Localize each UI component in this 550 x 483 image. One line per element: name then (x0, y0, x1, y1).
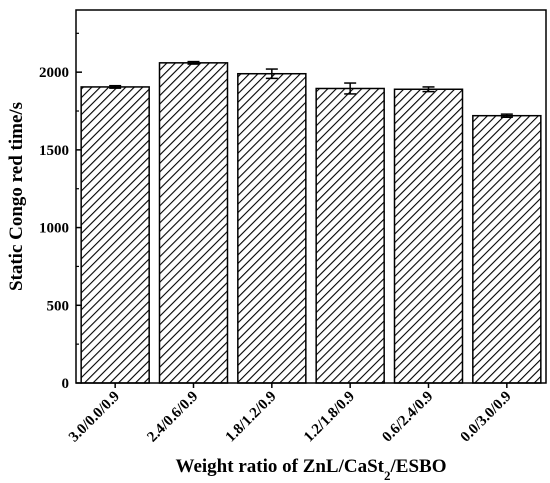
error-bars-group (109, 60, 513, 118)
x-axis-title-main: Weight ratio of ZnL/CaSt (176, 456, 385, 477)
bar-4 (315, 87, 385, 384)
y-tick-label: 1500 (39, 143, 69, 159)
error-bar-3 (265, 68, 278, 80)
x-axis-title-subscript: 2 (384, 468, 391, 483)
y-tick-label: 0 (62, 376, 70, 392)
bar-6 (472, 114, 542, 384)
y-tick-label: 1000 (39, 221, 69, 237)
error-bar-6 (500, 113, 513, 118)
x-tick-label: 2.4/0.6/0.9 (144, 389, 201, 446)
y-tick-label: 2000 (39, 65, 69, 81)
error-bar-4 (344, 82, 357, 95)
bar-2 (158, 62, 229, 384)
x-axis: 3.0/0.0/0.9 2.4/0.6/0.9 1.8/1.2/0.9 1.2/1.8… (66, 383, 515, 446)
error-bar-5 (422, 86, 435, 93)
x-tick-label: 0.0/3.0/0.9 (458, 389, 515, 446)
bar-1 (80, 86, 150, 384)
error-bar-1 (109, 84, 122, 89)
x-tick-label: 1.2/1.8/0.9 (301, 389, 358, 446)
x-axis-title: Weight ratio of ZnL/CaSt2/ESBO (176, 456, 447, 483)
y-tick-label: 500 (47, 298, 70, 314)
bar-3 (237, 72, 307, 384)
x-tick-label: 3.0/0.0/0.9 (66, 389, 123, 446)
x-tick-label: 1.8/1.2/0.9 (223, 389, 280, 446)
y-axis-title: Static Congo red time/s (6, 102, 27, 291)
bar-5 (393, 88, 464, 384)
y-axis: 0 500 1000 1500 2000 (39, 32, 82, 392)
bars-group (80, 62, 542, 384)
plot-frame (75, 9, 547, 384)
error-bar-2 (187, 60, 200, 65)
x-tick-label: 0.6/2.4/0.9 (379, 389, 436, 446)
x-axis-title-suffix: /ESBO (390, 456, 447, 477)
